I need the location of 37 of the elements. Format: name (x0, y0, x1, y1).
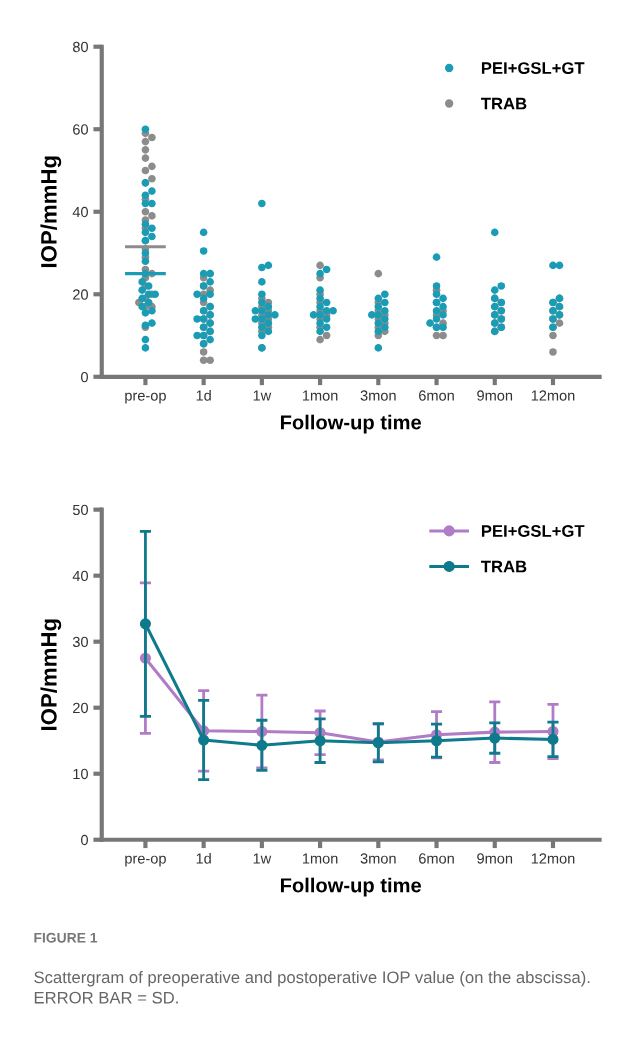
x-tick-label: 9mon (477, 853, 513, 864)
y-tick-label: 40 (72, 570, 88, 582)
y-tick-label: 20 (73, 289, 88, 300)
x-tick-label: 6mon (419, 390, 454, 401)
y-tick-label: 30 (72, 636, 88, 648)
x-axis-title: Follow-up time (280, 414, 422, 434)
x-tick-label: pre-op (125, 855, 166, 867)
y-axis-title: IOP/mmHg (40, 619, 62, 731)
y-tick-label: 50 (72, 504, 88, 516)
legend-label: PEI+GSL+GT (481, 62, 585, 74)
x-tick-label: 12mon (531, 390, 575, 401)
y-tick-label: 40 (72, 206, 88, 218)
x-tick-label: 1mon (302, 853, 338, 864)
y-tick-label: 0 (81, 834, 88, 846)
legend-label: TRAB (481, 560, 527, 573)
y-tick-label: 80 (72, 41, 88, 53)
x-tick-label: 12mon (531, 853, 575, 864)
y-tick-label: 10 (73, 768, 88, 780)
x-tick-label: 1w (253, 853, 272, 864)
x-tick-label: 1d (196, 389, 211, 401)
text: Scattergram of preoperative and postoperative IOP value (on the abscissa). ERROR BAR = SD. (34, 970, 590, 1004)
x-tick-label: 1w (253, 390, 272, 401)
y-tick-label: 60 (73, 124, 88, 135)
x-tick-label: 1mon (302, 390, 338, 401)
legend-label: TRAB (481, 97, 527, 110)
x-axis-title: Follow-up time (280, 877, 422, 897)
legend-label: PEI+GSL+GT (481, 525, 585, 537)
x-tick-label: 6mon (419, 853, 454, 864)
caption: FIGURE 1 (34, 932, 98, 943)
x-tick-label: 3mon (360, 853, 396, 864)
y-axis-title: IOP/mmHg (40, 156, 62, 268)
y-tick-label: 20 (73, 702, 88, 714)
x-tick-label: pre-op (125, 392, 166, 404)
y-tick-label: 0 (81, 371, 88, 383)
x-tick-label: 1d (196, 852, 211, 864)
x-tick-label: 9mon (477, 390, 513, 401)
x-tick-label: 3mon (360, 390, 396, 401)
